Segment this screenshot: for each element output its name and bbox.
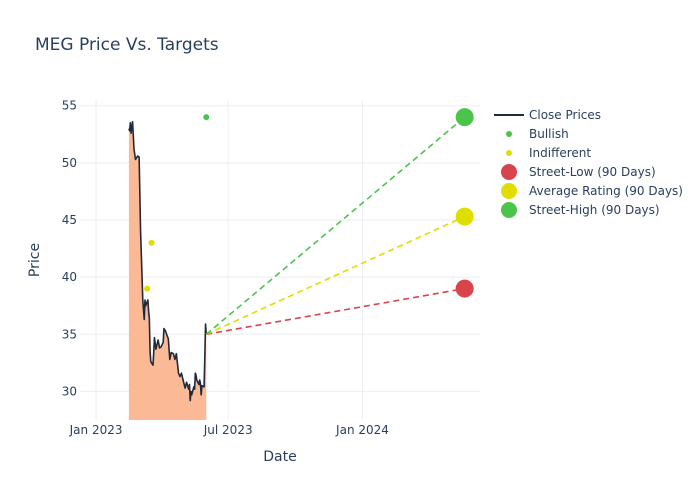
x-axis-title: Date: [263, 449, 296, 465]
y-tick-label: 35: [62, 327, 77, 341]
legend-label: Bullish: [529, 127, 569, 141]
legend: Close Prices Bullish Indifferent Street-Low…: [494, 108, 683, 218]
target-line-low: [206, 287, 465, 336]
target-marker-low: [455, 279, 474, 298]
x-tick-label: Jan 2023: [69, 423, 123, 437]
plot-area: [128, 108, 474, 420]
target-marker-average: [455, 207, 474, 226]
legend-swatch: [506, 131, 512, 137]
y-axis-title: Price: [27, 243, 43, 277]
indifferent-point: [144, 285, 151, 292]
indifferent-point: [148, 239, 155, 246]
legend-label: Street-Low (90 Days): [529, 165, 656, 179]
bullish-point: [203, 114, 210, 121]
close-price-area: [128, 121, 207, 420]
legend-label: Indifferent: [529, 146, 591, 160]
legend-swatch: [501, 202, 517, 218]
x-tick-label: Jul 2023: [203, 423, 253, 437]
target-line-high: [205, 116, 466, 335]
y-tick-label: 55: [62, 99, 77, 113]
legend-label: Average Rating (90 Days): [529, 184, 683, 198]
target-marker-high: [455, 108, 474, 127]
legend-label: Street-High (90 Days): [529, 203, 660, 217]
y-tick-label: 30: [62, 384, 77, 398]
y-tick-label: 45: [62, 213, 77, 227]
chart-title: MEG Price Vs. Targets: [35, 35, 219, 55]
close-price-line: [128, 120, 208, 402]
y-tick-label: 50: [62, 156, 77, 170]
axes: 30 35 40 45 50 55 Jan 2023 Jul 2023 Jan 2024: [62, 99, 389, 437]
legend-swatch: [501, 164, 517, 180]
legend-label: Close Prices: [529, 108, 601, 122]
target-line-average: [205, 215, 466, 336]
x-tick-label: Jan 2024: [335, 423, 389, 437]
legend-swatch: [501, 183, 517, 199]
y-tick-label: 40: [62, 270, 77, 284]
legend-swatch: [506, 150, 512, 156]
